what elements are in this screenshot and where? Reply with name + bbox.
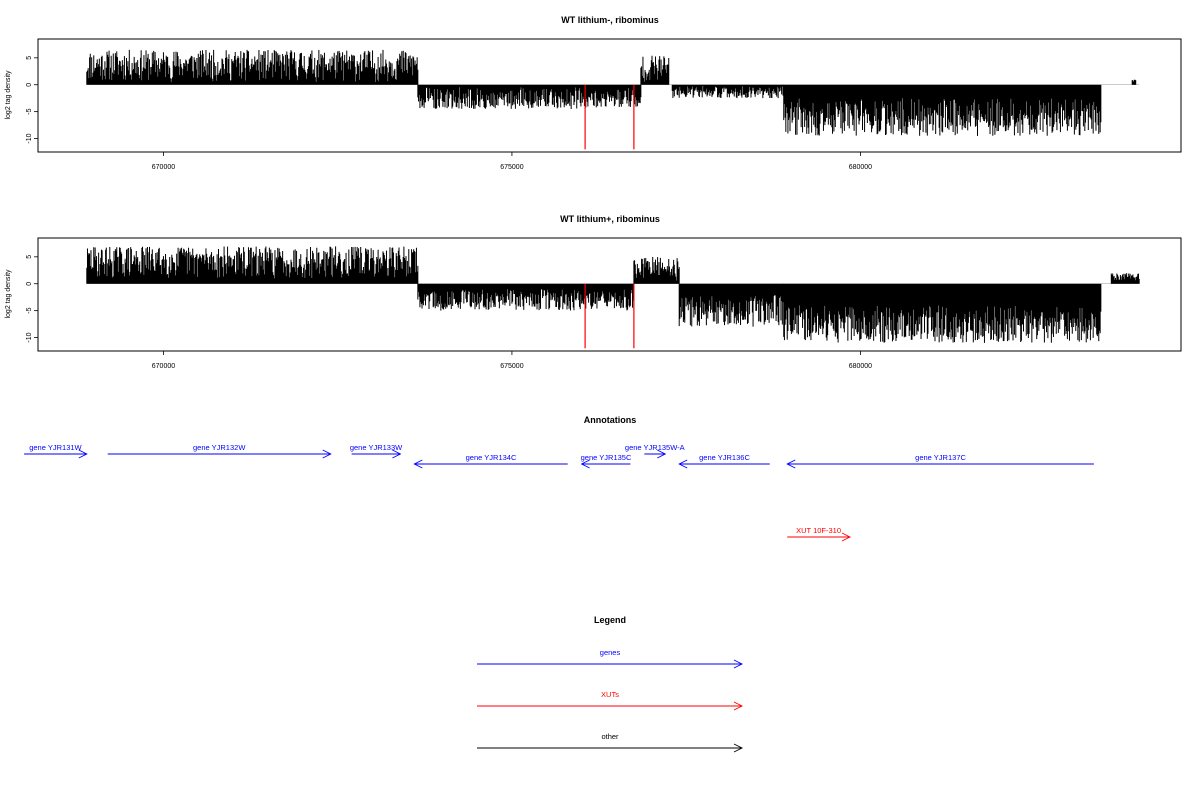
- annotation-xut: XUT 10F-310: [787, 526, 851, 542]
- legend-label: XUTs: [601, 690, 619, 699]
- x-tick-label: 675000: [500, 363, 523, 370]
- panel-1-ylabel: log2 tag density: [5, 70, 12, 120]
- density-bars-segment-1: [86, 49, 419, 85]
- annotation-label: gene YJR133W: [350, 443, 403, 452]
- legend-arrow-head: [733, 743, 744, 753]
- annotation-label: XUT 10F-310: [796, 526, 841, 535]
- x-tick-label: 680000: [849, 363, 872, 370]
- y-tick-label: 5: [26, 56, 33, 60]
- x-tick-label: 680000: [849, 164, 872, 171]
- density-bars-segment-1: [86, 246, 419, 284]
- panel-2-ylabel: log2 tag density: [5, 269, 12, 319]
- panel-2-axes: 5 0 -5 -10 670000 675000 680000: [26, 255, 872, 370]
- density-bars-segment-5: [783, 84, 1102, 136]
- annotation-gene: gene YJR133W: [350, 443, 403, 459]
- annotation-features: gene YJR131W gene YJR132W gene YJR133W gene…: [24, 443, 1094, 542]
- annotation-label: gene YJR134C: [466, 453, 517, 462]
- panel-1-frame: [37, 38, 1182, 153]
- annotation-gene: gene YJR132W: [107, 443, 332, 459]
- annotation-arrow-head: [392, 449, 402, 459]
- legend-label: other: [601, 732, 619, 741]
- annotation-arrow-head: [413, 459, 423, 469]
- annotation-label: gene YJR132W: [193, 443, 246, 452]
- density-bars-segment-3: [640, 55, 670, 85]
- y-tick-label: 5: [26, 255, 33, 259]
- density-bars-segment-2: [417, 283, 635, 311]
- legend-label: genes: [600, 648, 621, 657]
- annotation-arrow-head: [657, 449, 667, 459]
- panel-1-title: WT lithium-, ribominus: [561, 15, 659, 25]
- density-bars-segment-2: [417, 84, 642, 109]
- panel-1-bars: [86, 49, 1140, 150]
- legend-item: XUTs: [477, 690, 744, 711]
- y-tick-label: -5: [26, 108, 33, 114]
- x-tick-label: 670000: [152, 363, 175, 370]
- x-tick-label: 670000: [152, 164, 175, 171]
- annotations-track: Annotations gene YJR131W gene YJR132W gene…: [24, 415, 1094, 542]
- panel-lithium-minus: WT lithium-, ribominus log2 tag density …: [5, 15, 1182, 171]
- annotation-gene: gene YJR136C: [678, 453, 770, 469]
- panel-2-frame: [37, 237, 1182, 352]
- y-tick-label: -10: [26, 332, 33, 342]
- annotation-arrow-head: [841, 532, 851, 542]
- y-tick-label: 0: [26, 83, 33, 87]
- legend-items: genes XUTs other: [477, 648, 744, 753]
- annotation-gene: gene YJR135C: [580, 453, 632, 469]
- density-bars-segment-6: [1131, 79, 1137, 85]
- annotation-gene: gene YJR134C: [413, 453, 568, 469]
- panel-lithium-plus: WT lithium+, ribominus log2 tag density …: [5, 214, 1182, 370]
- panel-2-bars: [86, 246, 1140, 349]
- annotation-arrow-head: [786, 459, 796, 469]
- annotation-arrow-head: [678, 459, 688, 469]
- x-tick-label: 675000: [500, 164, 523, 171]
- annotation-arrow-head: [580, 459, 590, 469]
- annotation-gene: gene YJR137C: [786, 453, 1094, 469]
- density-bars-segment-5: [783, 283, 1102, 343]
- annotation-label: gene YJR136C: [699, 453, 750, 462]
- legend-item: genes: [477, 648, 744, 669]
- legend-item: other: [477, 732, 744, 753]
- annotation-label: gene YJR135W-A: [625, 443, 685, 452]
- panel-2-title: WT lithium+, ribominus: [560, 214, 660, 224]
- annotation-gene: gene YJR135W-A: [625, 443, 685, 459]
- annotations-title: Annotations: [584, 415, 637, 425]
- annotation-label: gene YJR137C: [915, 453, 966, 462]
- y-tick-label: -5: [26, 307, 33, 313]
- density-bars-segment-4: [678, 283, 785, 327]
- legend-title: Legend: [594, 615, 626, 625]
- density-bars-segment-6: [1110, 273, 1140, 284]
- annotation-label: gene YJR131W: [29, 443, 82, 452]
- y-tick-label: -10: [26, 133, 33, 143]
- legend-arrow-head: [733, 701, 744, 711]
- panel-1-axes: 5 0 -5 -10 670000 675000 680000: [26, 56, 872, 171]
- legend-arrow-head: [733, 659, 744, 669]
- legend: Legend genes XUTs other: [477, 615, 744, 753]
- density-bars-segment-3: [633, 256, 680, 284]
- annotation-arrow-head: [78, 449, 88, 459]
- annotation-arrow-head: [322, 449, 332, 459]
- density-bars-segment-4: [671, 84, 785, 99]
- annotation-label: gene YJR135C: [581, 453, 632, 462]
- annotation-gene: gene YJR131W: [24, 443, 88, 459]
- y-tick-label: 0: [26, 282, 33, 286]
